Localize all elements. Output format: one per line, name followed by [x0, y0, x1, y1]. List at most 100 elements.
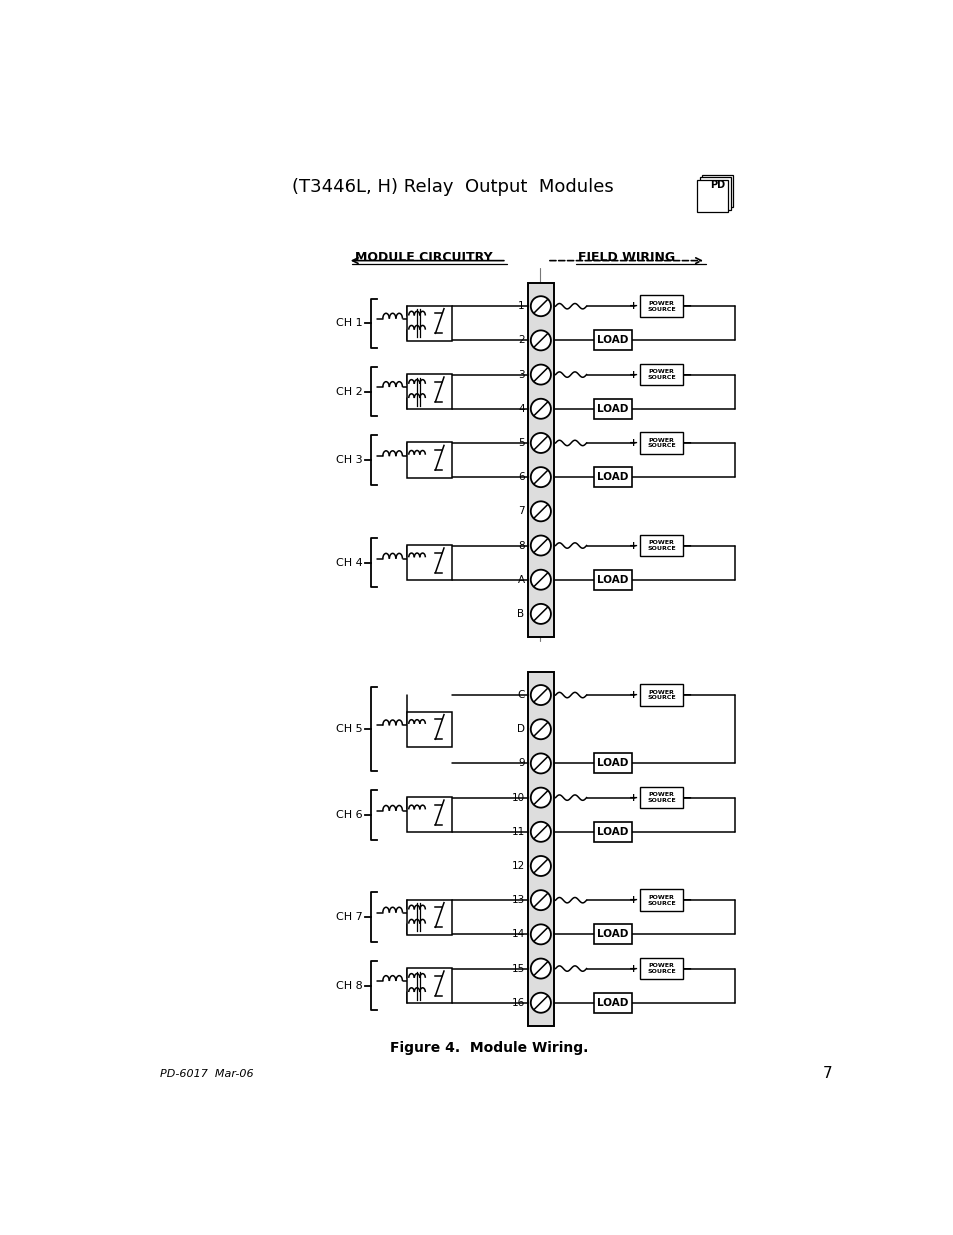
Circle shape: [530, 569, 550, 590]
Text: −: −: [681, 368, 692, 382]
Text: 8: 8: [517, 541, 524, 551]
Text: LOAD: LOAD: [597, 404, 628, 414]
Circle shape: [530, 467, 550, 487]
Text: 2: 2: [517, 336, 524, 346]
Bar: [593, 821, 632, 842]
Text: POWER
SOURCE: POWER SOURCE: [646, 540, 675, 551]
Circle shape: [530, 399, 550, 419]
Text: 7: 7: [821, 1066, 831, 1081]
Text: −: −: [681, 300, 692, 312]
Text: PD: PD: [709, 180, 724, 190]
Circle shape: [530, 753, 550, 773]
Text: 10: 10: [511, 793, 524, 803]
Text: LOAD: LOAD: [597, 758, 628, 768]
Bar: [639, 684, 682, 706]
Bar: [407, 711, 452, 747]
Text: +: +: [628, 895, 637, 905]
Text: +: +: [628, 369, 637, 379]
Text: LOAD: LOAD: [597, 472, 628, 482]
Bar: [407, 797, 452, 832]
Text: POWER
SOURCE: POWER SOURCE: [646, 369, 675, 380]
Circle shape: [530, 433, 550, 453]
Text: Figure 4.  Module Wiring.: Figure 4. Module Wiring.: [390, 1041, 587, 1055]
Circle shape: [530, 788, 550, 808]
Text: CH 7: CH 7: [335, 913, 362, 923]
Text: 3: 3: [517, 369, 524, 379]
Circle shape: [530, 364, 550, 384]
Text: A: A: [517, 574, 524, 584]
Text: 11: 11: [511, 826, 524, 837]
Circle shape: [530, 821, 550, 842]
Circle shape: [530, 331, 550, 351]
Text: +: +: [628, 541, 637, 551]
Text: 1: 1: [517, 301, 524, 311]
Text: −: −: [681, 538, 692, 552]
Text: LOAD: LOAD: [597, 336, 628, 346]
Bar: [527, 283, 554, 637]
Bar: [593, 467, 632, 487]
Text: +: +: [628, 690, 637, 700]
Text: LOAD: LOAD: [597, 826, 628, 837]
Text: −: −: [681, 894, 692, 906]
Circle shape: [530, 604, 550, 624]
Bar: [593, 924, 632, 945]
Text: CH 4: CH 4: [335, 558, 362, 568]
Bar: [407, 899, 452, 935]
Text: CH 3: CH 3: [335, 454, 362, 466]
Text: CH 8: CH 8: [335, 981, 362, 990]
Circle shape: [530, 856, 550, 876]
Circle shape: [530, 993, 550, 1013]
Text: LOAD: LOAD: [597, 930, 628, 940]
Text: 16: 16: [511, 998, 524, 1008]
Text: (T3446L, H) Relay  Output  Modules: (T3446L, H) Relay Output Modules: [292, 178, 613, 195]
Text: C: C: [517, 690, 524, 700]
Bar: [407, 442, 452, 478]
Text: −: −: [681, 436, 692, 450]
Text: +: +: [628, 793, 637, 803]
Text: POWER
SOURCE: POWER SOURCE: [646, 301, 675, 311]
Text: 14: 14: [511, 930, 524, 940]
Bar: [639, 432, 682, 453]
Text: MODULE CIRCUITRY: MODULE CIRCUITRY: [355, 251, 492, 264]
Text: +: +: [628, 438, 637, 448]
Bar: [699, 178, 730, 210]
Bar: [407, 374, 452, 409]
Circle shape: [530, 890, 550, 910]
Text: 5: 5: [517, 438, 524, 448]
Text: −: −: [681, 792, 692, 804]
Text: B: B: [517, 609, 524, 619]
Bar: [593, 753, 632, 773]
Circle shape: [530, 296, 550, 316]
Text: POWER
SOURCE: POWER SOURCE: [646, 689, 675, 700]
Text: PD-6017  Mar-06: PD-6017 Mar-06: [159, 1068, 253, 1078]
Bar: [701, 175, 732, 207]
Bar: [407, 305, 452, 341]
Bar: [639, 535, 682, 556]
Text: 12: 12: [511, 861, 524, 871]
Text: LOAD: LOAD: [597, 574, 628, 584]
Circle shape: [530, 924, 550, 945]
Bar: [593, 569, 632, 590]
Text: D: D: [516, 724, 524, 735]
Bar: [639, 958, 682, 979]
Text: 7: 7: [517, 506, 524, 516]
Text: CH 6: CH 6: [335, 810, 362, 820]
Text: 6: 6: [517, 472, 524, 482]
Text: POWER
SOURCE: POWER SOURCE: [646, 963, 675, 974]
Text: CH 1: CH 1: [335, 319, 362, 329]
Text: 13: 13: [511, 895, 524, 905]
Bar: [639, 295, 682, 317]
Circle shape: [530, 685, 550, 705]
Bar: [697, 180, 728, 212]
Text: FIELD WIRING: FIELD WIRING: [578, 251, 675, 264]
Text: +: +: [628, 301, 637, 311]
Bar: [639, 364, 682, 385]
Text: POWER
SOURCE: POWER SOURCE: [646, 895, 675, 905]
Bar: [407, 968, 452, 1003]
Bar: [407, 545, 452, 580]
Text: CH 2: CH 2: [335, 387, 362, 396]
Text: 9: 9: [517, 758, 524, 768]
Bar: [593, 993, 632, 1013]
Circle shape: [530, 536, 550, 556]
Bar: [593, 399, 632, 419]
